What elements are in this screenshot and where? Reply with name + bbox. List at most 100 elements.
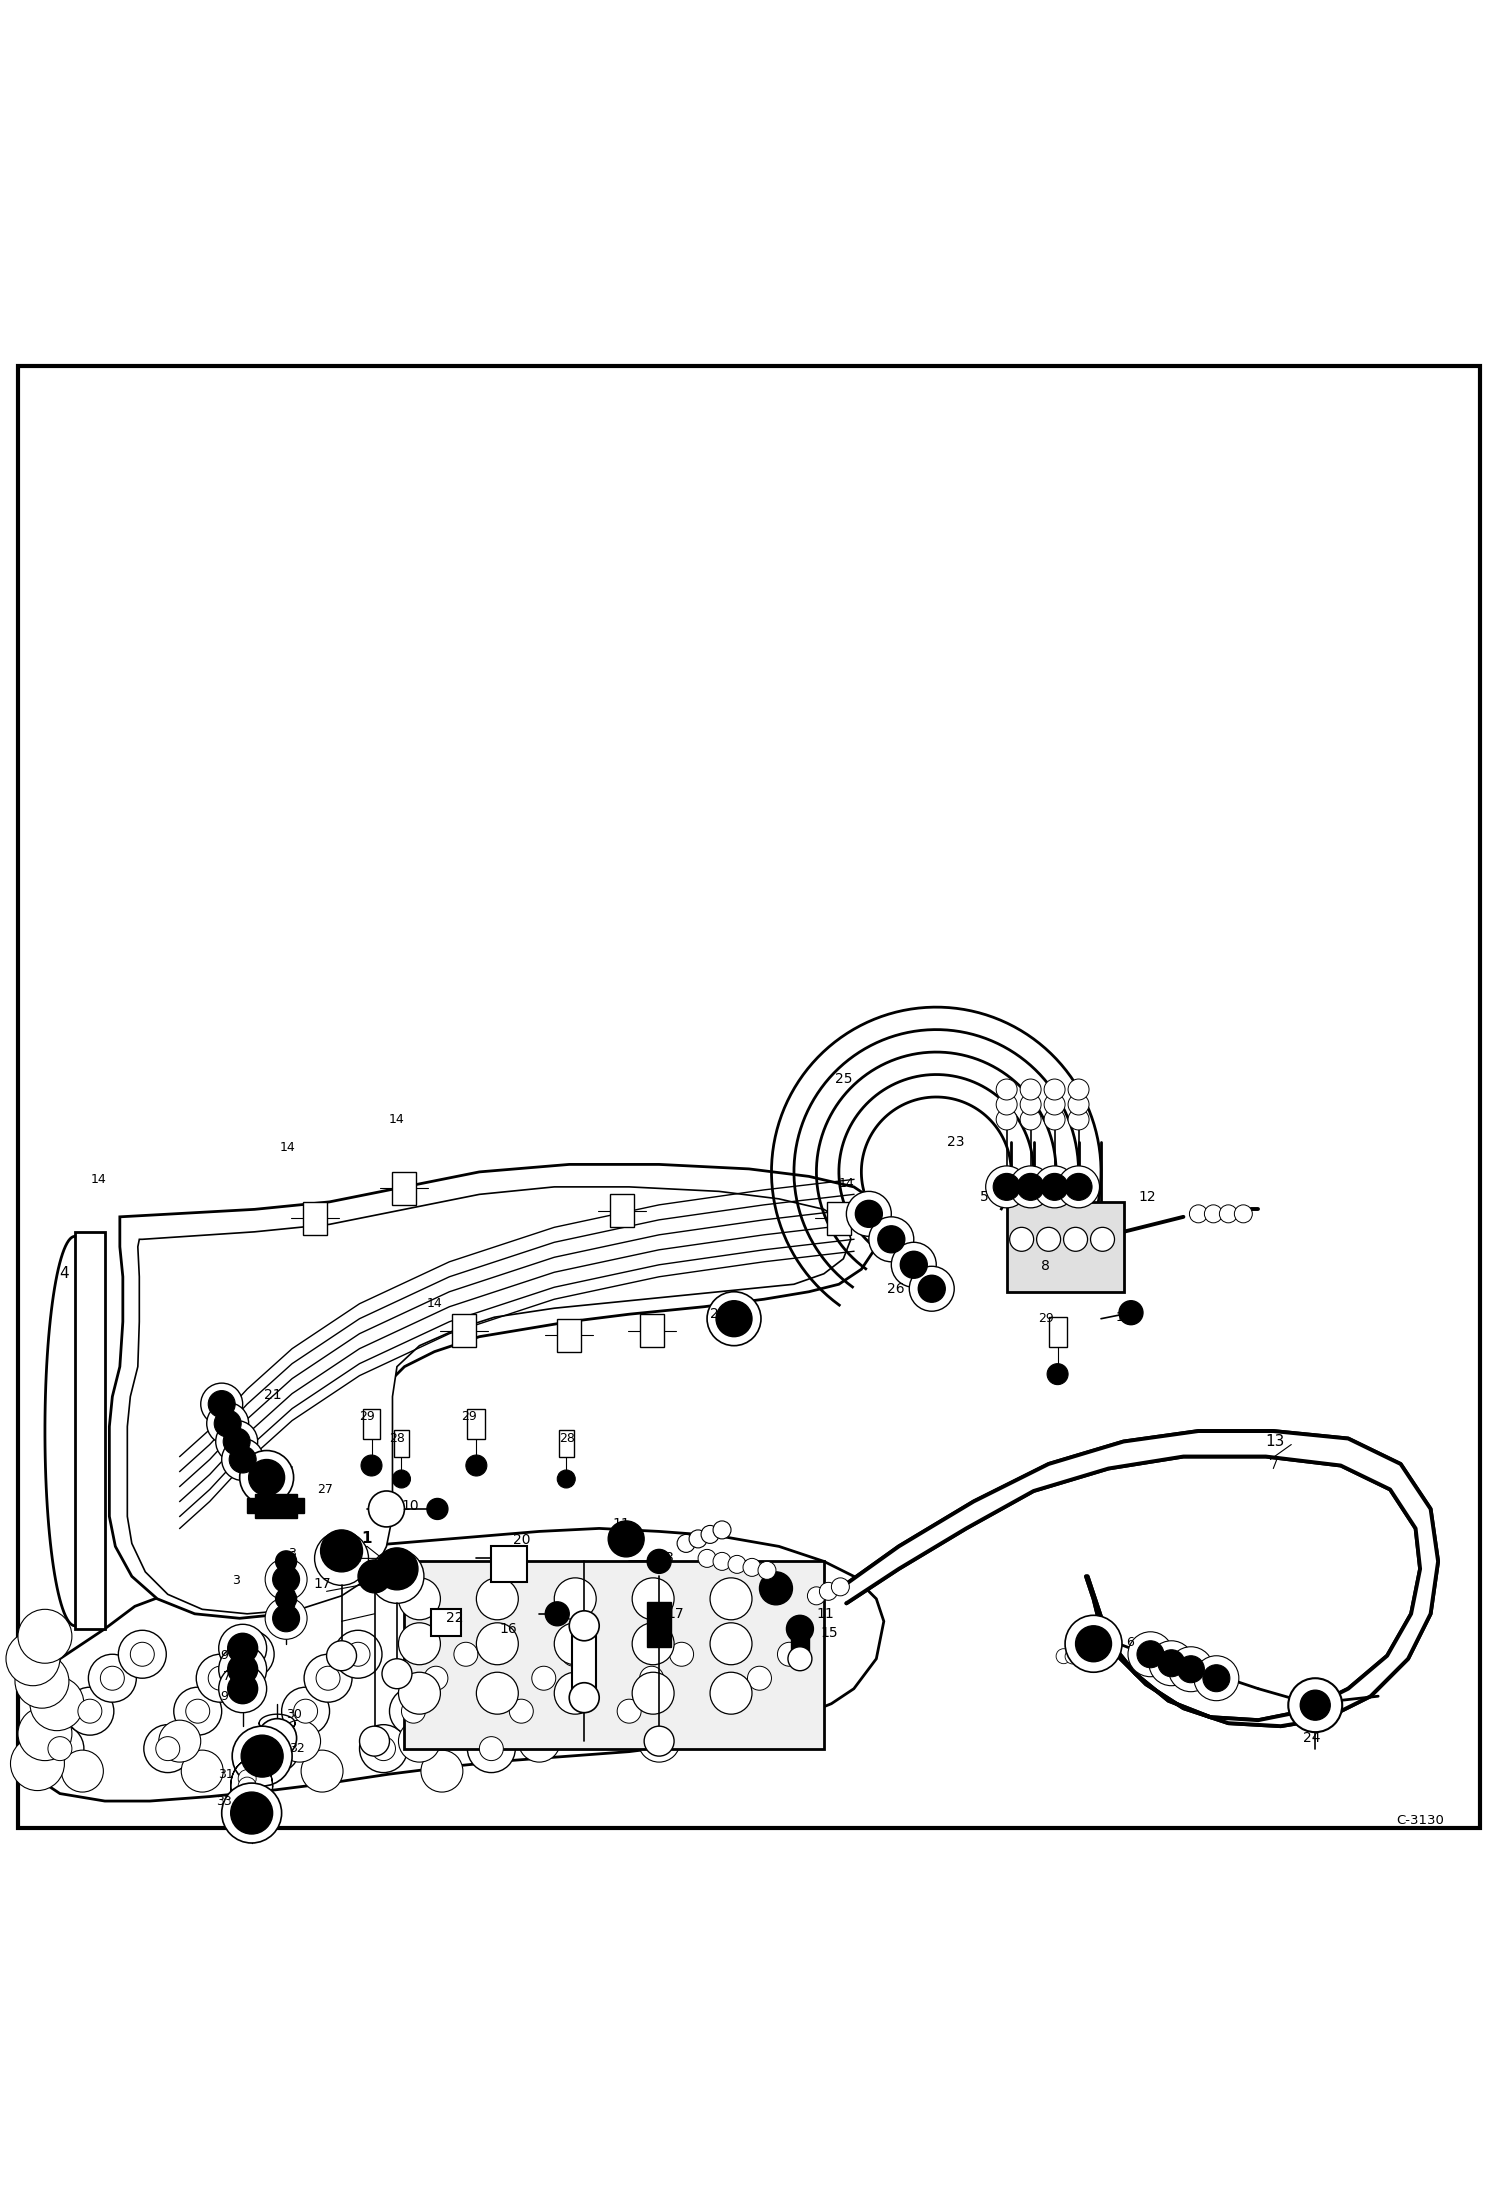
Circle shape	[710, 1577, 752, 1619]
Circle shape	[249, 1459, 285, 1496]
Circle shape	[819, 1582, 837, 1599]
Circle shape	[1300, 1689, 1330, 1720]
Circle shape	[996, 1079, 1017, 1099]
Text: 1: 1	[361, 1531, 373, 1547]
Circle shape	[1074, 1650, 1089, 1665]
Circle shape	[765, 1630, 813, 1678]
Bar	[559, 1430, 574, 1457]
Text: 32: 32	[289, 1742, 306, 1755]
Polygon shape	[846, 1430, 1438, 1727]
Circle shape	[392, 1470, 410, 1488]
Circle shape	[1177, 1656, 1204, 1683]
Circle shape	[518, 1720, 560, 1762]
Circle shape	[520, 1654, 568, 1703]
Circle shape	[1189, 1205, 1207, 1222]
Circle shape	[710, 1672, 752, 1714]
Circle shape	[632, 1577, 674, 1619]
Circle shape	[238, 1784, 256, 1803]
Circle shape	[181, 1751, 223, 1792]
Circle shape	[891, 1242, 936, 1288]
Text: 17: 17	[313, 1577, 331, 1591]
Text: 19: 19	[551, 1613, 568, 1626]
Circle shape	[1149, 1641, 1194, 1685]
Polygon shape	[109, 1165, 884, 1619]
Bar	[279, 1553, 294, 1569]
Circle shape	[226, 1630, 274, 1678]
Text: 16: 16	[499, 1621, 517, 1637]
Circle shape	[1194, 1656, 1239, 1700]
Circle shape	[632, 1672, 674, 1714]
Circle shape	[15, 1654, 69, 1709]
Circle shape	[360, 1724, 407, 1773]
Circle shape	[918, 1275, 945, 1303]
Circle shape	[777, 1643, 801, 1665]
Circle shape	[1091, 1226, 1115, 1251]
Circle shape	[144, 1724, 192, 1773]
Bar	[640, 1314, 664, 1347]
Text: 12: 12	[1138, 1191, 1156, 1205]
Circle shape	[10, 1738, 64, 1790]
Circle shape	[61, 1751, 103, 1792]
Text: 18: 18	[656, 1551, 674, 1564]
Text: 11: 11	[1001, 1174, 1017, 1187]
Bar	[557, 1319, 581, 1352]
Text: 30: 30	[286, 1707, 303, 1720]
Circle shape	[670, 1643, 694, 1665]
Circle shape	[1288, 1678, 1342, 1731]
Circle shape	[229, 1446, 256, 1472]
Text: 4: 4	[60, 1266, 69, 1281]
Bar	[791, 1624, 809, 1661]
Circle shape	[222, 1439, 264, 1481]
Circle shape	[264, 1738, 288, 1760]
Circle shape	[713, 1553, 731, 1571]
Circle shape	[909, 1266, 954, 1312]
Text: C-3130: C-3130	[1396, 1814, 1444, 1828]
Text: 14: 14	[280, 1141, 295, 1154]
Circle shape	[1056, 1648, 1071, 1663]
Text: 24: 24	[1303, 1731, 1321, 1744]
Circle shape	[1234, 1205, 1252, 1222]
Circle shape	[728, 1556, 746, 1573]
Circle shape	[617, 1698, 641, 1722]
Circle shape	[1020, 1108, 1041, 1130]
Text: 14: 14	[91, 1174, 106, 1187]
Bar	[303, 1202, 327, 1235]
Circle shape	[18, 1707, 72, 1760]
Bar	[431, 1610, 461, 1637]
Circle shape	[497, 1687, 545, 1735]
Circle shape	[1010, 1226, 1034, 1251]
Circle shape	[78, 1698, 102, 1722]
Circle shape	[360, 1727, 389, 1755]
Circle shape	[265, 1558, 307, 1599]
Circle shape	[454, 1643, 478, 1665]
Circle shape	[273, 1567, 300, 1593]
Circle shape	[358, 1560, 391, 1593]
Circle shape	[701, 1525, 719, 1542]
Circle shape	[216, 1420, 258, 1463]
Circle shape	[569, 1683, 599, 1714]
Circle shape	[214, 1411, 241, 1437]
Text: 33: 33	[216, 1795, 232, 1808]
Circle shape	[228, 1674, 258, 1705]
Circle shape	[476, 1672, 518, 1714]
Circle shape	[228, 1654, 258, 1685]
Circle shape	[282, 1687, 330, 1735]
Circle shape	[1037, 1226, 1061, 1251]
Circle shape	[545, 1602, 569, 1626]
Circle shape	[376, 1549, 418, 1591]
Text: 28: 28	[389, 1433, 406, 1446]
Circle shape	[240, 1450, 294, 1505]
Bar	[827, 1202, 851, 1235]
Circle shape	[869, 1218, 914, 1262]
Circle shape	[346, 1643, 370, 1665]
Circle shape	[1168, 1648, 1213, 1692]
Circle shape	[855, 1200, 882, 1226]
Text: 29: 29	[1038, 1312, 1055, 1325]
Circle shape	[996, 1108, 1017, 1130]
Circle shape	[532, 1665, 556, 1689]
Circle shape	[321, 1529, 363, 1571]
Circle shape	[1068, 1095, 1089, 1115]
Circle shape	[442, 1630, 490, 1678]
Circle shape	[223, 1428, 250, 1455]
Circle shape	[421, 1751, 463, 1792]
